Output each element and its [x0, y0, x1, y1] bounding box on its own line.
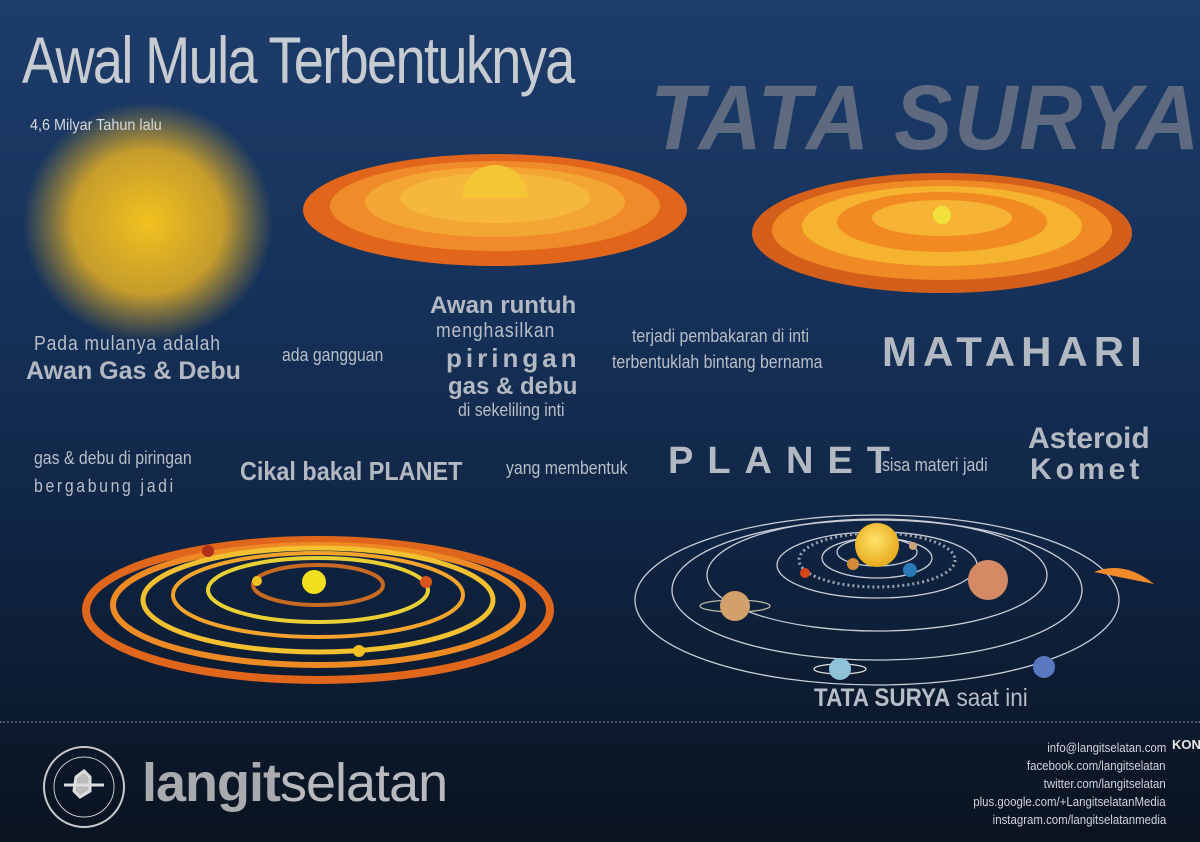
gas-dust-cloud	[23, 102, 273, 342]
sun-forming-disk	[752, 173, 1132, 293]
present-solar-system-caption: TATA SURYA saat ini	[814, 684, 1028, 713]
contact-twitter[interactable]: twitter.com/langitselatan	[1043, 776, 1166, 791]
step5-text2: bergabung jadi	[34, 476, 176, 496]
title: Awal Mula Terbentuknya	[22, 23, 575, 97]
kontak-label: KONTAK	[1172, 737, 1200, 752]
solar-system	[634, 514, 1154, 686]
caption-rest: saat ini	[950, 684, 1028, 712]
brand-name: langitselatan	[142, 752, 448, 814]
planet-forming-rings	[82, 536, 554, 684]
komet-label: Komet	[1030, 453, 1144, 486]
protoplanetary-disk	[303, 154, 687, 266]
step2-text: ada gangguan	[282, 345, 384, 365]
asteroid-label: Asteroid	[1028, 422, 1150, 455]
contact-email[interactable]: info@langitselatan.com	[1046, 740, 1166, 755]
planet-label: PLANET	[668, 440, 904, 482]
brand-bold: langit	[142, 753, 281, 813]
step1-text: Pada mulanya adalah	[34, 333, 221, 355]
contact-facebook[interactable]: facebook.com/langitselatan	[1027, 758, 1166, 773]
subtitle: 4,6 Milyar Tahun lalu	[30, 117, 162, 134]
contact-googleplus[interactable]: plus.google.com/+LangitselatanMedia	[973, 794, 1166, 809]
step5-text1: gas & debu di piringan	[34, 448, 192, 468]
step6-bold: Cikal bakal PLANET	[240, 456, 463, 486]
step3-bold: Awan runtuh	[430, 292, 577, 319]
divider	[0, 721, 1200, 723]
matahari-label: MATAHARI	[882, 328, 1148, 375]
langitselatan-logo	[43, 746, 125, 828]
step4-text2: terbentuklah bintang bernama	[612, 352, 823, 372]
step3-inti: di sekeliling inti	[458, 400, 565, 420]
step3-text: menghasilkan	[436, 320, 556, 342]
step4-text1: terjadi pembakaran di inti	[632, 326, 809, 346]
step3-piringan: piringan	[446, 343, 581, 373]
title-big: TATA SURYA	[650, 67, 1200, 169]
step1-bold: Awan Gas & Debu	[26, 357, 241, 385]
contact-instagram[interactable]: instagram.com/langitselatanmedia	[992, 812, 1166, 827]
step7-text: yang membentuk	[506, 458, 628, 478]
brand-light: selatan	[280, 753, 448, 813]
caption-bold: TATA SURYA	[814, 684, 951, 712]
step3-gas-debu: gas & debu	[448, 373, 578, 400]
step9-text: sisa materi jadi	[882, 455, 988, 475]
